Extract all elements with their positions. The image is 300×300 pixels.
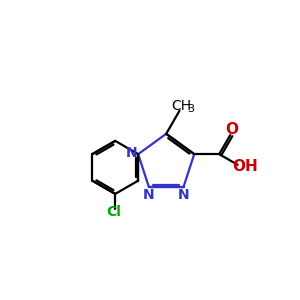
Text: 3: 3 [187, 104, 194, 114]
Text: O: O [225, 122, 238, 137]
Text: N: N [143, 188, 155, 202]
Text: OH: OH [232, 159, 258, 174]
Text: N: N [126, 146, 137, 160]
Text: Cl: Cl [106, 205, 121, 219]
Text: CH: CH [171, 99, 191, 113]
Text: N: N [178, 188, 189, 202]
